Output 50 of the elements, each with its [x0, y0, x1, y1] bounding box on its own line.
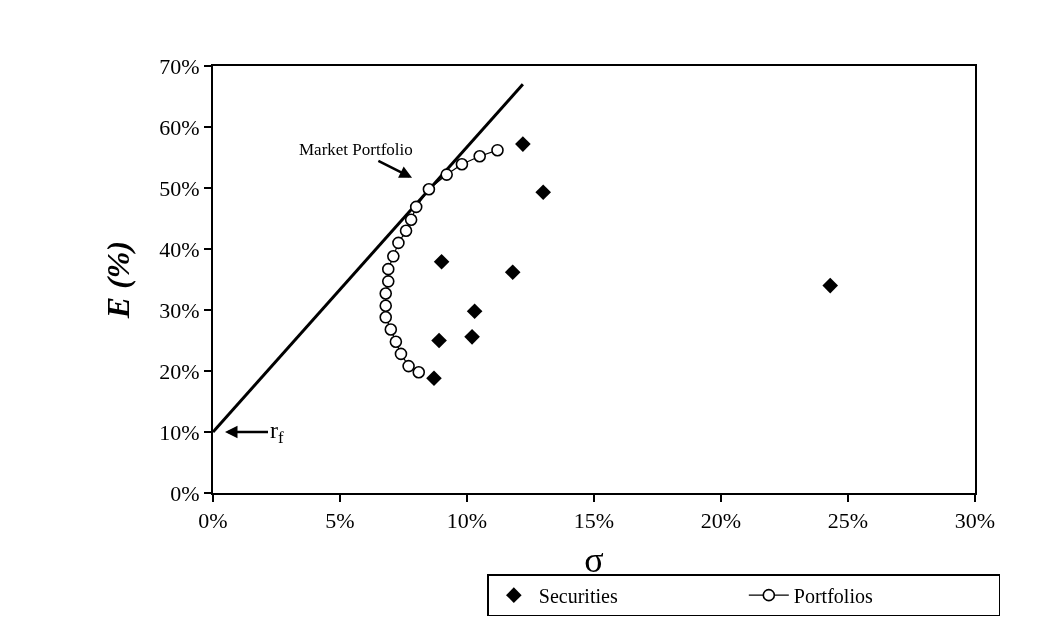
point	[379, 299, 393, 313]
point	[535, 184, 551, 201]
y-tick-label: 20%	[159, 358, 200, 384]
point	[464, 329, 480, 345]
x-axis-title: σ	[584, 539, 604, 580]
point	[412, 365, 426, 379]
y-tick-label: 10%	[159, 419, 200, 445]
point	[402, 359, 415, 373]
point	[387, 250, 400, 263]
point	[404, 213, 418, 227]
y-tick-label: 40%	[159, 236, 200, 262]
annotation: r$_{f}$	[270, 417, 284, 448]
x-tick-label: 30%	[954, 508, 996, 534]
point	[389, 335, 403, 349]
y-tick-label: 50%	[159, 175, 200, 201]
point	[515, 136, 531, 152]
point	[422, 182, 436, 196]
legend-label: Securities	[538, 584, 618, 607]
y-axis-title: E (%)	[100, 240, 137, 320]
x-tick-label: 5%	[325, 508, 355, 534]
point	[381, 262, 395, 276]
point	[822, 277, 839, 294]
point	[491, 143, 504, 157]
point	[379, 287, 393, 300]
y-tick-label: 30%	[159, 297, 200, 323]
point	[473, 149, 486, 163]
point	[379, 311, 393, 324]
point	[426, 370, 442, 387]
point	[409, 200, 423, 214]
point	[392, 236, 405, 250]
y-tick-label: 70%	[159, 53, 200, 79]
point	[440, 168, 453, 181]
legend-label: Portfolios	[793, 584, 873, 607]
point	[394, 347, 408, 361]
x-tick-label: 15%	[573, 508, 615, 534]
point	[381, 275, 395, 288]
point	[504, 264, 521, 280]
point	[399, 224, 413, 237]
x-tick-label: 25%	[827, 508, 869, 534]
point	[431, 332, 447, 349]
y-tick-label: 60%	[159, 114, 200, 140]
point	[455, 157, 469, 171]
point	[466, 303, 483, 320]
x-tick-label: 10%	[446, 508, 488, 534]
y-tick-label: 0%	[170, 480, 200, 506]
annotation: Market Portfolio	[299, 140, 413, 159]
x-tick-label: 0%	[198, 508, 228, 534]
point	[384, 323, 398, 336]
x-tick-label: 20%	[700, 508, 742, 534]
point	[433, 254, 450, 270]
